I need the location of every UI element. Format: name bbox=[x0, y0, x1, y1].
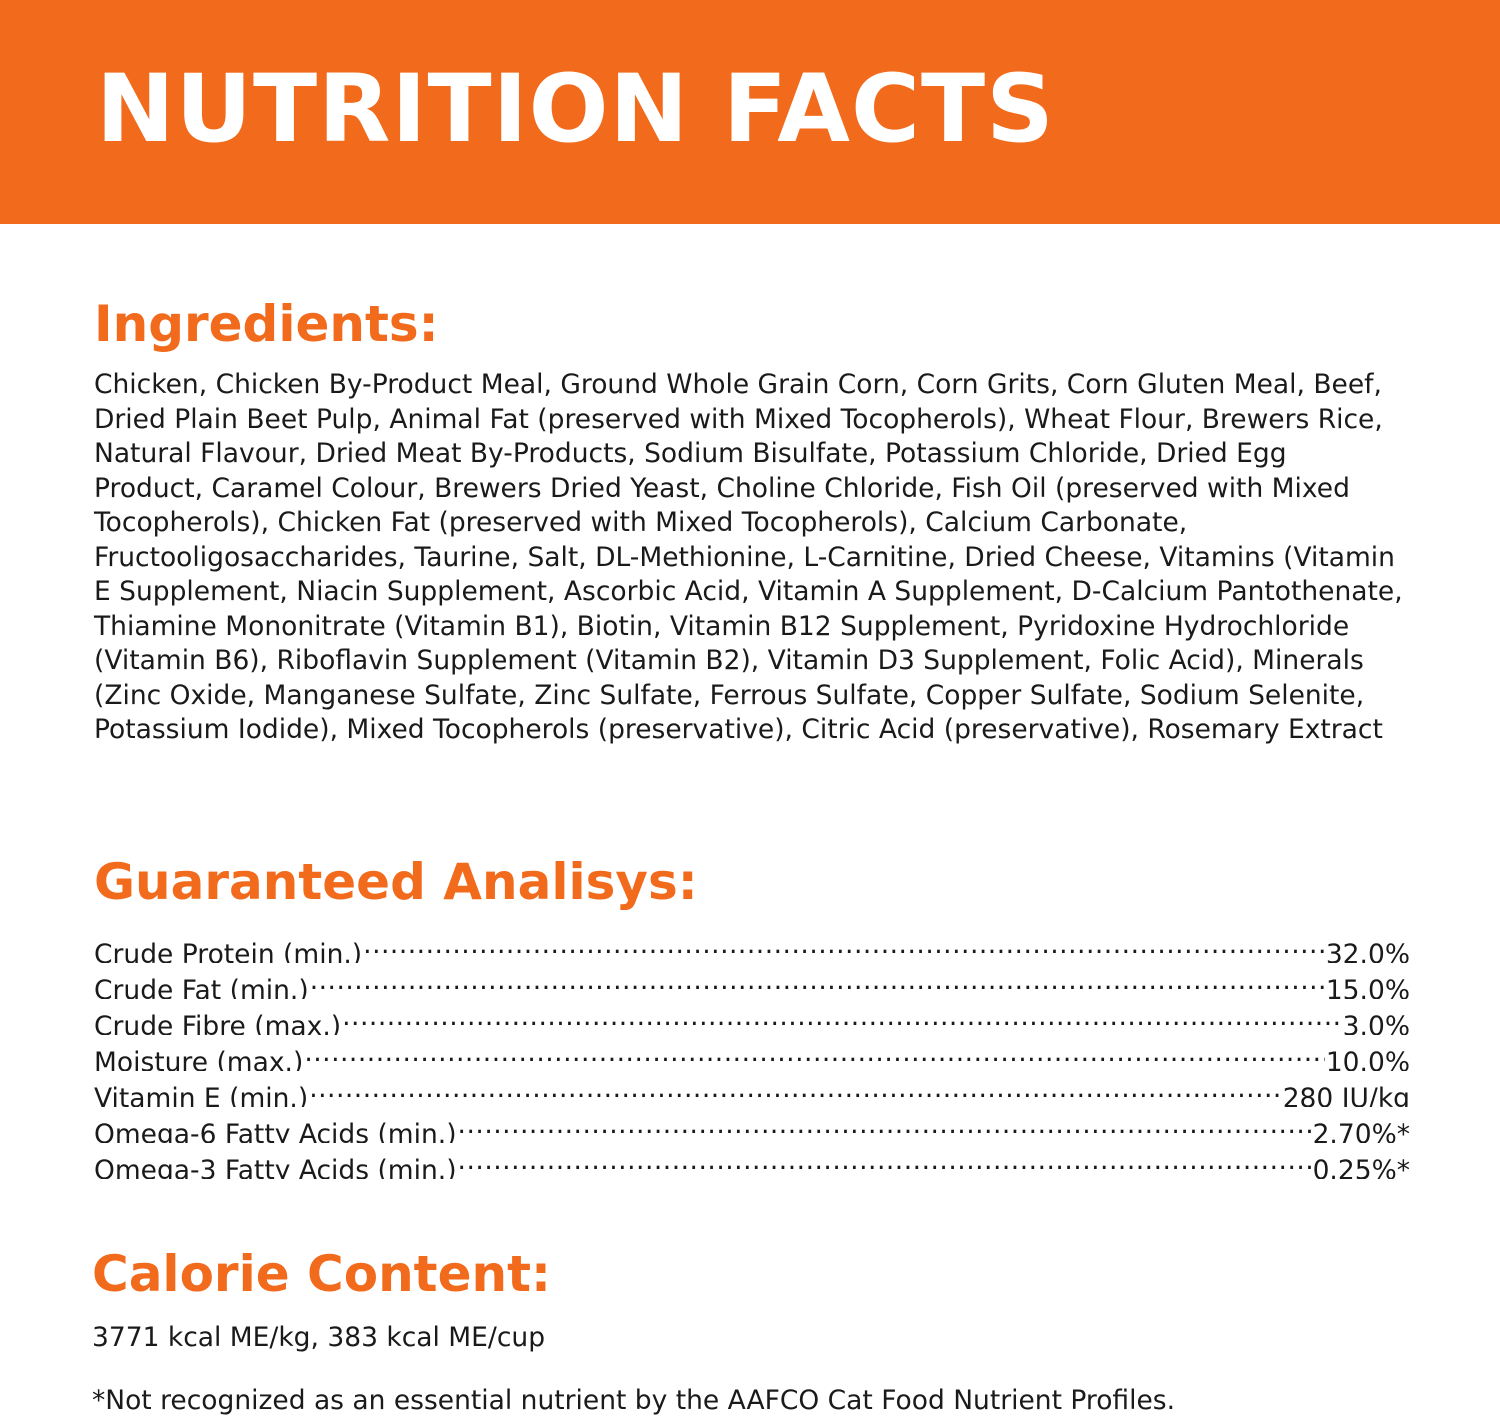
analysis-row: Omega-3 Fatty Acids (min.) 0.25%* bbox=[94, 1143, 1410, 1179]
analysis-row: Moisture (max.) 10.0% bbox=[94, 1035, 1410, 1071]
analysis-row: Crude Fat (min.) 15.0% bbox=[94, 963, 1410, 999]
analysis-value: 10.0% bbox=[1325, 1047, 1410, 1071]
dot-leader bbox=[458, 1107, 1312, 1143]
calorie-heading: Calorie Content: bbox=[92, 1245, 551, 1303]
analysis-row: Omega-6 Fatty Acids (min.) 2.70%* bbox=[94, 1107, 1410, 1143]
analysis-label: Omega-3 Fatty Acids (min.) bbox=[94, 1155, 457, 1179]
analysis-label: Omega-6 Fatty Acids (min.) bbox=[94, 1119, 457, 1143]
analysis-row: Crude Fibre (max.) 3.0% bbox=[94, 999, 1410, 1035]
analysis-heading: Guaranteed Analisys: bbox=[94, 853, 698, 911]
calorie-text: 3771 kcal ME/kg, 383 kcal ME/cup bbox=[92, 1322, 546, 1353]
analysis-label: Crude Protein (min.) bbox=[94, 939, 363, 963]
analysis-value: 3.0% bbox=[1342, 1011, 1410, 1035]
analysis-row: Crude Protein (min.) 32.0% bbox=[94, 927, 1410, 963]
ingredients-text: Chicken, Chicken By-Product Meal, Ground… bbox=[94, 369, 1403, 745]
header-banner: NUTRITION FACTS bbox=[0, 0, 1500, 224]
analysis-label: Moisture (max.) bbox=[94, 1047, 304, 1071]
analysis-value: 2.70%* bbox=[1312, 1119, 1410, 1143]
page-title: NUTRITION FACTS bbox=[96, 55, 1055, 164]
dot-leader bbox=[304, 1035, 1325, 1071]
analysis-row: Vitamin E (min.) 280 IU/kg bbox=[94, 1071, 1410, 1107]
analysis-label: Crude Fat (min.) bbox=[94, 975, 309, 999]
analysis-table: Crude Protein (min.) 32.0% Crude Fat (mi… bbox=[94, 927, 1410, 1179]
analysis-value: 280 IU/kg bbox=[1282, 1083, 1410, 1107]
dot-leader bbox=[363, 927, 1325, 963]
analysis-value: 32.0% bbox=[1325, 939, 1410, 963]
ingredients-heading: Ingredients: bbox=[94, 295, 439, 353]
dot-leader bbox=[458, 1143, 1312, 1179]
analysis-value: 15.0% bbox=[1325, 975, 1410, 999]
analysis-label: Crude Fibre (max.) bbox=[94, 1011, 342, 1035]
footnote: *Not recognized as an essential nutrient… bbox=[92, 1385, 1176, 1416]
dot-leader bbox=[310, 963, 1325, 999]
analysis-value: 0.25%* bbox=[1312, 1155, 1410, 1179]
dot-leader bbox=[342, 999, 1342, 1035]
analysis-label: Vitamin E (min.) bbox=[94, 1083, 309, 1107]
dot-leader bbox=[309, 1071, 1282, 1107]
